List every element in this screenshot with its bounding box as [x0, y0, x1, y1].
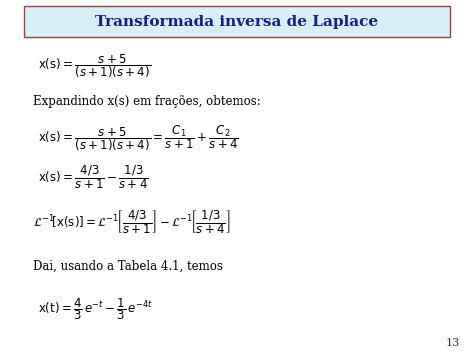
Text: $\mathrm{x(t)} = \dfrac{4}{3}\,e^{-t} - \dfrac{1}{3}\,e^{-4t}$: $\mathrm{x(t)} = \dfrac{4}{3}\,e^{-t} - … [38, 296, 153, 322]
Text: $\mathcal{L}^{-1}\!\left[\mathrm{x(s)}\right] = \mathcal{L}^{-1}\!\left[\dfrac{4: $\mathcal{L}^{-1}\!\left[\mathrm{x(s)}\r… [33, 208, 231, 236]
Text: Expandindo x(s) em frações, obtemos:: Expandindo x(s) em frações, obtemos: [33, 95, 261, 108]
Text: Dai, usando a Tabela 4.1, temos: Dai, usando a Tabela 4.1, temos [33, 260, 223, 273]
FancyBboxPatch shape [24, 6, 450, 37]
Text: $\mathrm{x(s)} = \dfrac{4/3}{s+1} - \dfrac{1/3}{s+4}$: $\mathrm{x(s)} = \dfrac{4/3}{s+1} - \dfr… [38, 164, 148, 191]
Text: 13: 13 [446, 338, 460, 348]
Text: Transformada inversa de Laplace: Transformada inversa de Laplace [95, 15, 379, 29]
Text: $\mathrm{x(s)} = \dfrac{s+5}{(s+1)(s+4)}$: $\mathrm{x(s)} = \dfrac{s+5}{(s+1)(s+4)}… [38, 52, 151, 80]
Text: $\mathrm{x(s)} = \dfrac{s+5}{(s+1)(s+4)} = \dfrac{C_1}{s+1} + \dfrac{C_2}{s+4}$: $\mathrm{x(s)} = \dfrac{s+5}{(s+1)(s+4)}… [38, 124, 239, 153]
